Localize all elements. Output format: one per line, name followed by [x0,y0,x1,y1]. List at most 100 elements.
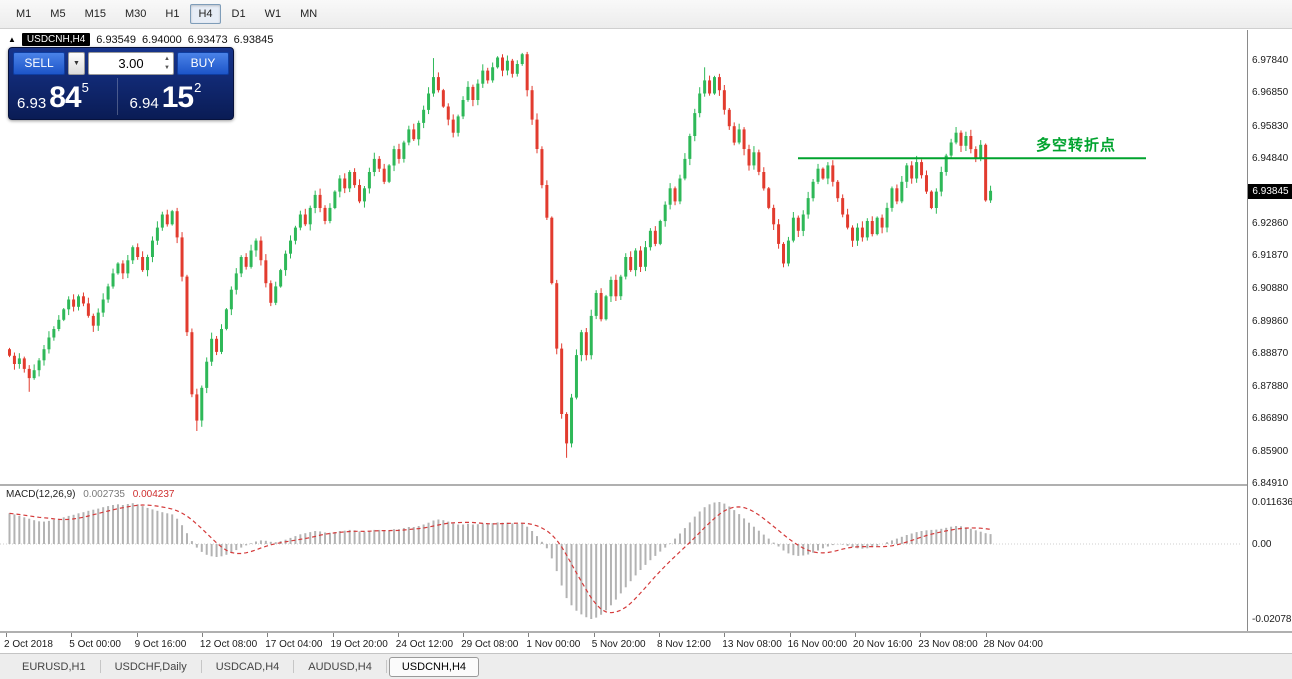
chart-tab-usdcnh-h4[interactable]: USDCNH,H4 [388,656,480,677]
timeframe-button-mn[interactable]: MN [292,4,325,24]
time-axis-label: 9 Oct 16:00 [134,639,187,650]
macd-indicator-name: MACD(12,26,9) [6,489,76,500]
time-axis-label: 29 Oct 08:00 [461,639,519,650]
chart-tab-bar: EURUSD,H1 USDCHF,Daily USDCAD,H4 AUDUSD,H4 U… [0,653,1292,679]
ohlc-open: 6.93549 [96,33,137,46]
buy-price-sup: 2 [194,80,202,95]
timeframe-button-m15[interactable]: M15 [77,4,114,24]
time-tick [136,633,138,637]
time-tick [397,633,399,637]
macd-signal-value: 0.004237 [132,489,175,500]
price-axis-label: 6.96850 [1252,87,1289,99]
price-axis-label: 6.89860 [1252,316,1289,328]
chart-tab-eurusd-h1[interactable]: EURUSD,H1 [22,660,86,673]
trendline-annotation-text[interactable]: 多空转折点 [1036,137,1117,155]
macd-axis-label: 0.011636 [1252,497,1292,509]
time-axis-label: 24 Oct 12:00 [395,639,454,650]
time-tick [463,633,465,637]
price-axis-label: 6.86890 [1252,413,1289,425]
macd-axis-label: 0.00 [1252,539,1272,550]
price-axis-label: 6.90880 [1252,282,1289,294]
lot-size-input[interactable]: 3.00 ▲ ▼ [88,52,174,75]
time-axis-label: 23 Nov 08:00 [918,639,978,650]
tab-separator [99,660,101,673]
time-axis-label: 12 Oct 08:00 [199,639,258,650]
time-axis-label: 20 Nov 16:00 [852,639,913,650]
chart-tab-audusd-h4[interactable]: AUDUSD,H4 [308,660,372,673]
ohlc-high: 6.94000 [142,33,182,46]
price-axis-label: 6.92860 [1252,217,1289,229]
time-tick [593,633,595,637]
pane-splitter[interactable] [0,484,1292,486]
price-axis[interactable]: 6.93845 6.97840 6.96850 6.95830 6.94840 6.92… [1247,30,1292,631]
one-click-trading-panel: SELL ▼ 3.00 ▲ ▼ BUY 6.93 84 5 6.94 15 [8,47,234,120]
sell-price-big: 84 [49,81,81,114]
sell-price-sup: 5 [81,80,89,95]
current-price-tag: 6.93845 [1248,183,1292,199]
price-axis-label: 6.97840 [1252,55,1289,67]
buy-price[interactable]: 6.94 15 2 [116,78,230,115]
candlestick-chart-svg[interactable] [0,30,1247,484]
time-tick [724,633,726,637]
ohlc-low: 6.93473 [187,33,228,46]
price-axis-label: 6.91870 [1252,250,1289,262]
timeframe-button-m30[interactable]: M30 [117,4,154,24]
time-tick [854,633,856,637]
lot-stepper[interactable]: ▲ ▼ [164,55,170,73]
timeframe-button-w1[interactable]: W1 [257,4,290,24]
time-tick [659,633,660,637]
price-axis-label: 6.84910 [1252,478,1289,490]
timeframe-button-d1[interactable]: D1 [224,4,254,24]
macd-indicator-pane[interactable] [0,486,1247,631]
price-axis-label: 6.95830 [1252,120,1289,132]
lot-dropdown-button[interactable]: ▼ [68,52,85,75]
time-axis-label: 17 Oct 04:00 [265,639,323,650]
time-axis-label: 1 Nov 00:00 [526,639,581,650]
sell-price[interactable]: 6.93 84 5 [13,78,117,115]
chart-tab-usdcad-h4[interactable]: USDCAD,H4 [215,660,280,673]
macd-histogram [8,502,992,619]
time-axis-label: 19 Oct 20:00 [330,639,388,650]
price-axis-label: 6.88870 [1252,348,1289,360]
buy-price-big: 15 [161,81,194,114]
macd-header: MACD(12,26,9) 0.002735 0.004237 [6,489,174,500]
time-axis-label: 8 Nov 12:00 [657,639,711,650]
timeframe-button-h4[interactable]: H4 [190,4,221,24]
time-axis[interactable]: 2 Oct 2018 5 Oct 00:00 9 Oct 16:00 12 Oct 0… [0,633,1292,653]
time-axis-label: 16 Nov 00:00 [787,639,848,650]
chart-tab-usdchf-daily[interactable]: USDCHF,Daily [114,660,187,673]
time-tick [789,633,791,637]
window-icon: ▲ [8,35,16,44]
time-tick [528,633,530,637]
price-axis-label: 6.94840 [1252,153,1289,165]
sell-price-small: 6.93 [17,95,47,112]
time-tick [267,633,269,637]
buy-price-small: 6.94 [129,95,159,112]
symbol-label: USDCNH,H4 [21,33,91,46]
time-axis-label: 2 Oct 2018 [4,639,53,650]
tab-separator [200,660,202,673]
pane-splitter-bottom[interactable] [0,631,1292,633]
sell-button[interactable]: SELL [13,52,65,75]
macd-chart-svg[interactable] [0,486,1247,631]
lot-size-value: 3.00 [118,56,144,71]
macd-signal-line [9,504,991,614]
time-tick [985,633,987,637]
macd-axis-label: -0.020786 [1252,613,1292,625]
time-axis-label: 5 Oct 00:00 [69,639,121,650]
tab-separator [385,660,387,673]
timeframe-button-h1[interactable]: H1 [157,4,187,24]
spin-down-icon[interactable]: ▼ [164,65,170,71]
time-tick [71,633,73,637]
timeframe-button-m5[interactable]: M5 [42,4,73,24]
price-axis-label: 6.87880 [1252,380,1289,392]
candlestick-series [8,51,993,458]
time-axis-label: 13 Nov 08:00 [722,639,782,650]
time-tick [920,633,922,637]
buy-button[interactable]: BUY [177,52,229,75]
spin-up-icon[interactable]: ▲ [164,56,170,62]
chart-header: ▲ USDCNH,H4 6.93549 6.94000 6.93473 6.93… [8,33,273,46]
chevron-down-icon: ▼ [73,60,80,67]
timeframe-button-m1[interactable]: M1 [8,4,39,24]
